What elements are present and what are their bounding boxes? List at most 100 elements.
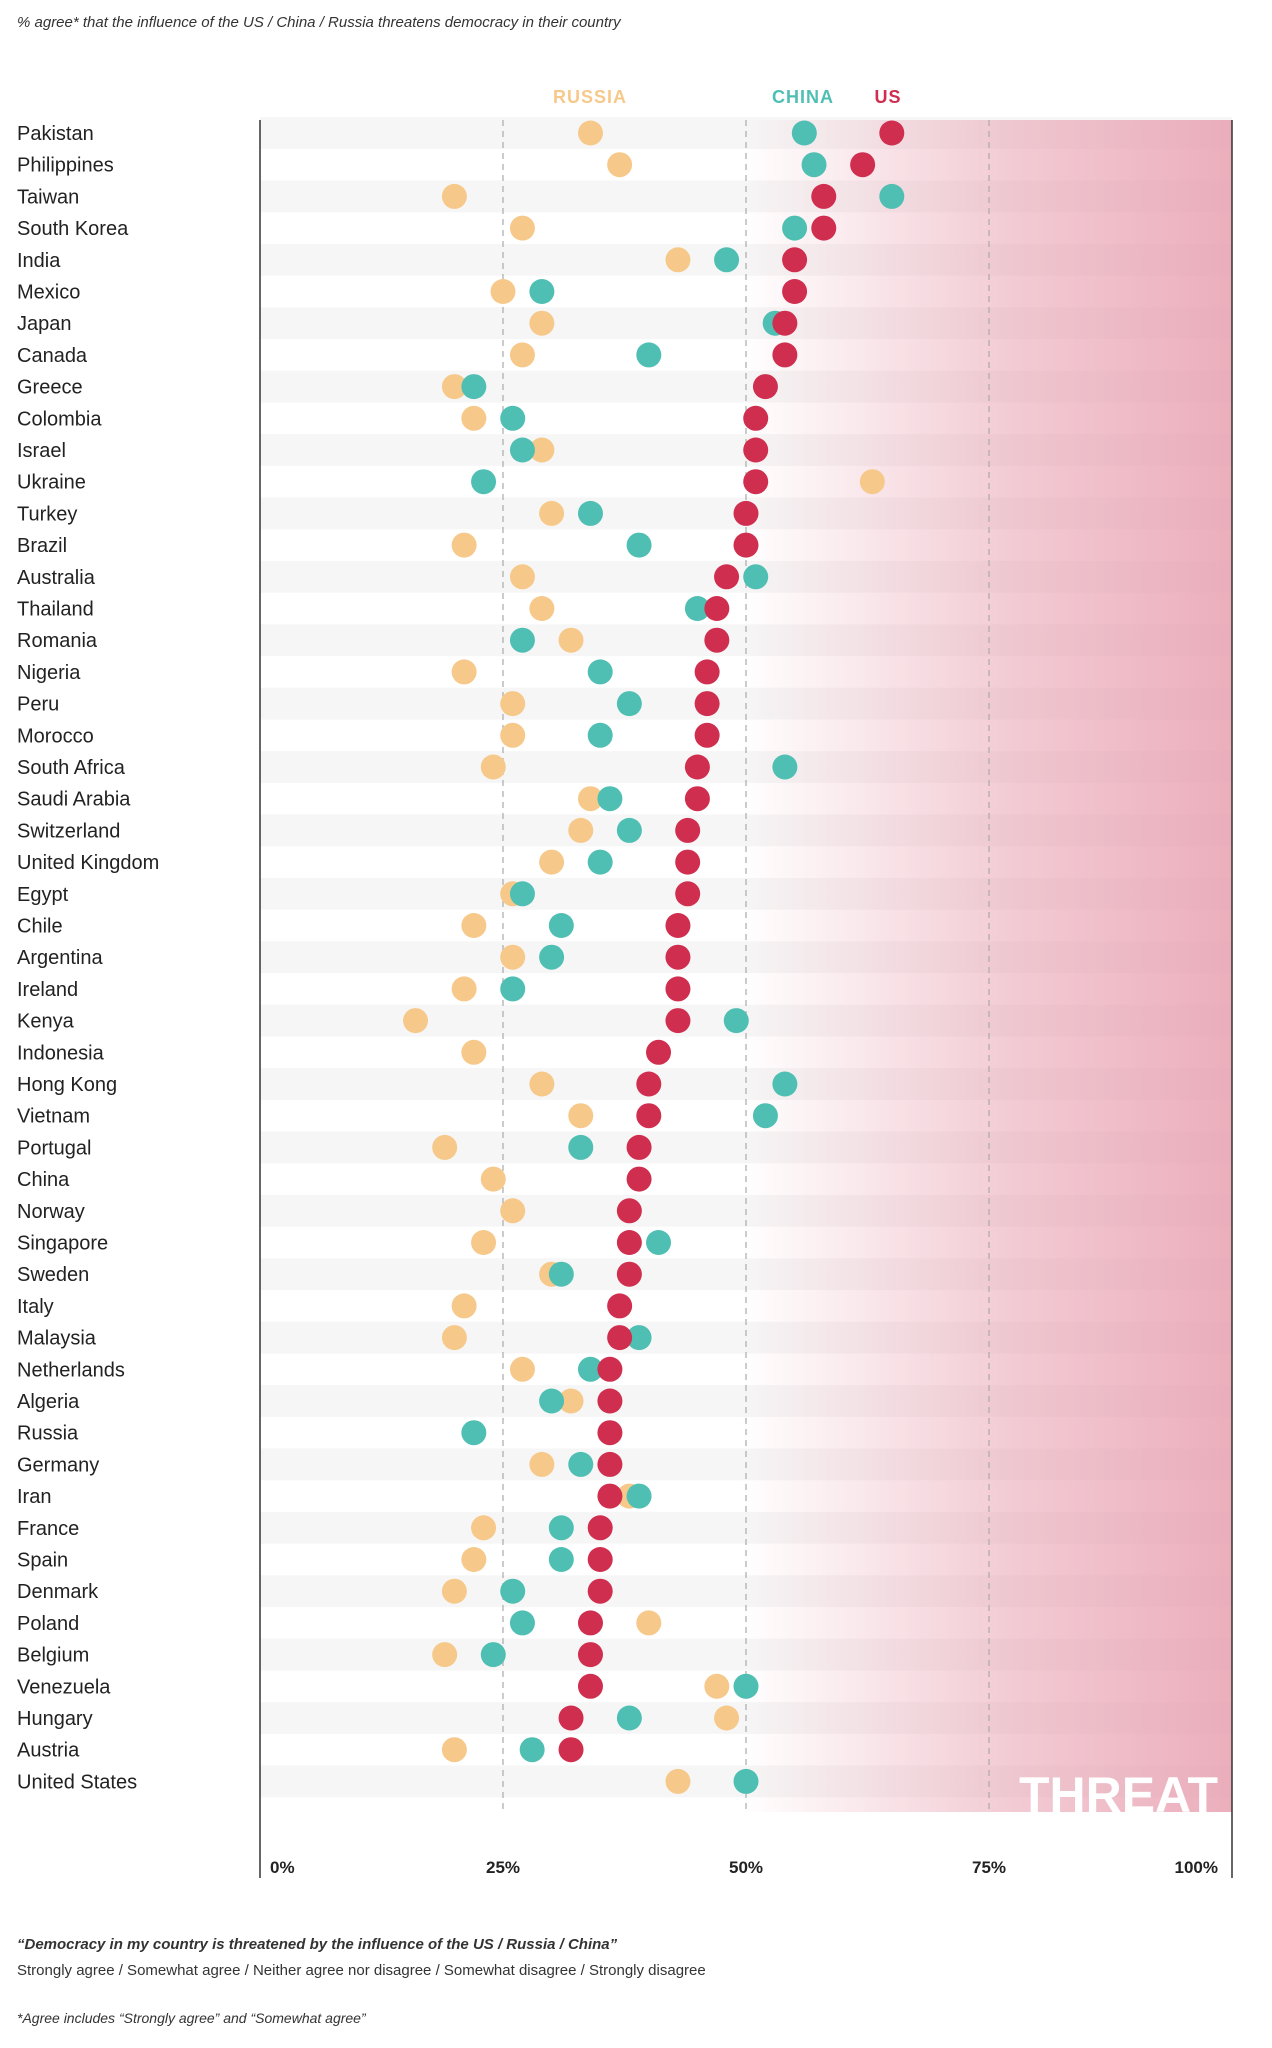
data-point-us xyxy=(597,1388,623,1414)
country-label: Italy xyxy=(17,1296,54,1318)
data-point-us xyxy=(607,1293,633,1319)
data-point-china xyxy=(539,944,565,970)
country-label: Portugal xyxy=(17,1137,92,1159)
data-point-us xyxy=(616,1261,642,1287)
data-point-china xyxy=(801,152,827,178)
data-point-us xyxy=(558,1705,584,1731)
data-point-us xyxy=(626,1166,652,1192)
data-point-us xyxy=(782,247,808,273)
data-point-china xyxy=(772,754,798,780)
data-point-russia xyxy=(568,817,594,843)
country-labels: Pakistan Philippines Taiwan South Korea Indi… xyxy=(17,123,159,1793)
data-point-us xyxy=(587,1547,613,1572)
survey-question: “Democracy in my country is threatened b… xyxy=(17,1936,618,1953)
survey-question-note: “Democracy in my country is threatened b… xyxy=(17,1932,706,1984)
country-label: South Africa xyxy=(17,757,126,779)
country-label: Iran xyxy=(17,1486,51,1508)
data-point-us xyxy=(665,976,691,1002)
data-point-us xyxy=(646,1039,672,1065)
country-label: Morocco xyxy=(17,725,94,747)
country-label: France xyxy=(17,1518,79,1540)
data-point-russia xyxy=(461,1547,487,1572)
data-point-russia xyxy=(471,1515,497,1541)
country-label: Australia xyxy=(17,567,96,589)
data-point-china xyxy=(723,1008,749,1034)
country-label: Switzerland xyxy=(17,820,120,842)
gridlines xyxy=(502,120,990,1812)
country-label: United Kingdom xyxy=(17,852,159,874)
data-point-china xyxy=(509,627,535,653)
footnote: *Agree includes “Strongly agree” and “So… xyxy=(17,2010,366,2026)
data-point-china xyxy=(714,247,740,273)
data-point-china xyxy=(733,1768,759,1794)
data-point-russia xyxy=(451,659,477,685)
country-label: Pakistan xyxy=(17,123,94,145)
data-point-us xyxy=(587,1515,613,1541)
country-label: Ireland xyxy=(17,979,78,1001)
country-label: Thailand xyxy=(17,599,94,621)
data-point-russia xyxy=(480,1166,506,1192)
data-point-china xyxy=(646,1230,672,1255)
country-label: Hungary xyxy=(17,1708,93,1730)
data-point-us xyxy=(558,1737,584,1763)
data-point-us xyxy=(665,913,691,938)
data-point-us xyxy=(636,1071,662,1097)
data-point-russia xyxy=(558,1388,584,1414)
legend-russia: RUSSIA xyxy=(553,87,627,107)
data-point-china xyxy=(509,1610,535,1636)
data-point-russia xyxy=(509,1356,535,1382)
threat-label: THREAT xyxy=(1019,1767,1218,1823)
data-point-russia xyxy=(432,1642,458,1668)
data-point-russia xyxy=(461,1039,487,1065)
country-label: Saudi Arabia xyxy=(17,789,131,811)
country-label: Egypt xyxy=(17,884,69,906)
data-point-russia xyxy=(577,120,603,146)
data-point-russia xyxy=(432,1134,458,1160)
data-point-china xyxy=(568,1134,594,1160)
data-point-russia xyxy=(451,976,477,1002)
data-point-china xyxy=(616,1705,642,1731)
country-label: Colombia xyxy=(17,408,102,430)
country-label: Norway xyxy=(17,1201,85,1223)
country-label: Netherlands xyxy=(17,1359,125,1381)
data-point-russia xyxy=(665,247,691,273)
data-point-russia xyxy=(500,1198,526,1224)
country-label: Argentina xyxy=(17,947,103,969)
data-point-china xyxy=(752,1103,778,1129)
data-point-china xyxy=(616,817,642,843)
data-point-us xyxy=(782,279,808,304)
data-point-russia xyxy=(509,342,535,368)
data-point-china xyxy=(772,1071,798,1097)
data-point-russia xyxy=(529,437,555,463)
data-point-china xyxy=(500,976,526,1002)
data-point-russia xyxy=(529,1071,555,1097)
data-point-china xyxy=(548,1261,574,1287)
country-label: Malaysia xyxy=(17,1328,97,1350)
data-point-russia xyxy=(704,1673,730,1699)
data-point-russia xyxy=(461,405,487,431)
country-label: Peru xyxy=(17,694,59,716)
data-point-china xyxy=(879,183,905,209)
data-point-russia xyxy=(607,152,633,178)
data-point-us xyxy=(694,659,720,685)
data-point-china xyxy=(587,659,613,685)
data-point-us xyxy=(811,215,837,241)
data-point-china xyxy=(471,469,497,495)
data-point-russia xyxy=(529,310,555,336)
x-tick-label: 25% xyxy=(486,1858,520,1877)
data-point-russia xyxy=(500,691,526,717)
data-point-russia xyxy=(441,1578,467,1604)
data-point-us xyxy=(616,1198,642,1224)
country-label: United States xyxy=(17,1771,137,1793)
country-label: Brazil xyxy=(17,535,67,557)
data-point-us xyxy=(577,1642,603,1668)
data-point-us xyxy=(665,944,691,970)
data-point-russia xyxy=(539,500,565,526)
data-point-us xyxy=(597,1356,623,1382)
data-point-russia xyxy=(441,374,467,400)
country-label: Singapore xyxy=(17,1233,108,1255)
data-point-china xyxy=(684,596,710,621)
data-point-china xyxy=(461,374,487,400)
data-point-china xyxy=(461,1420,487,1446)
data-point-us xyxy=(733,532,759,558)
